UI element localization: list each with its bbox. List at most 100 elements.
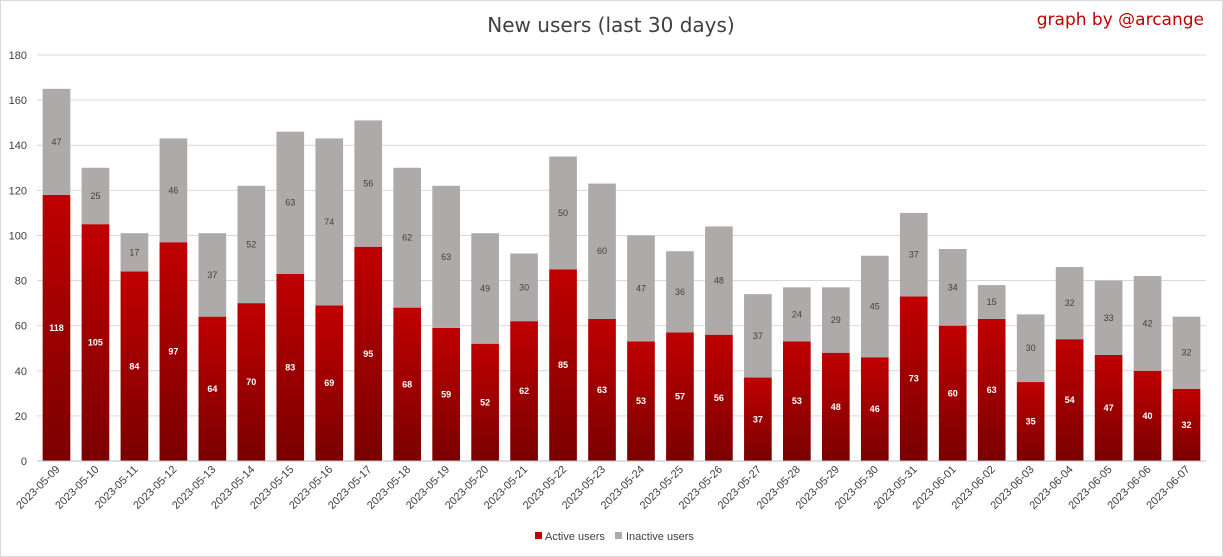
legend-swatch-active: [535, 532, 542, 539]
bar-active: [549, 269, 577, 461]
bar-active: [120, 271, 149, 461]
bar-inactive: [354, 120, 383, 247]
bar-active: [744, 377, 772, 461]
bar-active: [899, 296, 928, 461]
gridlines: [37, 54, 1206, 417]
data-label-active: 105: [88, 338, 103, 348]
data-label-inactive: 36: [675, 287, 685, 297]
data-labels: 118 47 105 25 84 17 97 46 64 37 70 52 83 63 69 74 95 56 68…: [49, 137, 1191, 430]
bar-inactive: [899, 212, 928, 297]
y-tick-label: 80: [15, 276, 27, 288]
y-tick-label: 160: [9, 95, 27, 107]
data-label-inactive: 45: [870, 301, 880, 311]
bar-inactive: [938, 248, 967, 326]
data-label-inactive: 63: [285, 198, 295, 208]
bar-inactive: [588, 183, 616, 319]
data-label-inactive: 47: [636, 283, 646, 293]
bar-inactive: [1133, 276, 1162, 371]
bar-inactive: [393, 167, 422, 308]
bar-active: [860, 357, 889, 461]
data-label-inactive: 42: [1143, 318, 1153, 328]
bar-active: [705, 334, 733, 461]
bar-inactive: [159, 138, 188, 243]
data-label-active: 59: [441, 389, 451, 399]
data-label-active: 57: [675, 392, 685, 402]
data-label-active: 62: [519, 386, 529, 396]
bar-active: [315, 305, 344, 461]
data-label-active: 73: [909, 374, 919, 384]
data-label-inactive: 37: [207, 270, 217, 280]
y-tick-label: 60: [15, 321, 27, 333]
bar-inactive: [821, 287, 850, 353]
data-label-active: 32: [1182, 420, 1192, 430]
bar-active: [1016, 382, 1045, 461]
data-label-active: 52: [480, 397, 490, 407]
bar-active: [938, 325, 967, 461]
data-label-inactive: 62: [402, 233, 412, 243]
y-tick-label: 120: [9, 185, 27, 197]
bar-inactive: [81, 167, 110, 225]
data-label-active: 63: [987, 385, 997, 395]
bar-inactive: [42, 88, 71, 195]
bar-inactive: [198, 233, 227, 317]
legend: Active users Inactive users: [535, 531, 694, 543]
bar-inactive: [1172, 316, 1201, 389]
bar-inactive: [977, 285, 1006, 319]
data-label-inactive: 37: [753, 331, 763, 341]
data-label-inactive: 34: [948, 282, 958, 292]
data-label-active: 56: [714, 393, 724, 403]
bar-active: [159, 242, 188, 461]
data-label-inactive: 25: [90, 191, 100, 201]
y-axis-ticks: 0 20 40 60 80 100 120 140 160 180: [9, 50, 27, 468]
bar-inactive: [120, 233, 149, 272]
data-label-inactive: 47: [51, 137, 61, 147]
legend-label-active: Active users: [545, 531, 605, 543]
bar-active: [977, 318, 1006, 461]
data-label-inactive: 15: [987, 297, 997, 307]
bar-active: [1094, 354, 1123, 461]
data-label-inactive: 32: [1065, 298, 1075, 308]
bar-active: [432, 327, 460, 461]
bar-active: [627, 341, 655, 461]
legend-swatch-inactive: [615, 532, 622, 539]
data-label-active: 83: [285, 362, 295, 372]
data-label-inactive: 50: [558, 208, 568, 218]
data-label-inactive: 52: [246, 239, 256, 249]
bar-inactive: [276, 131, 305, 274]
bar-active: [42, 194, 71, 461]
bar-inactive: [666, 251, 694, 333]
bar-active: [1133, 370, 1162, 461]
data-label-inactive: 46: [168, 185, 178, 195]
y-tick-label: 100: [9, 230, 27, 242]
data-label-inactive: 56: [363, 179, 373, 189]
y-tick-label: 20: [15, 411, 27, 423]
data-label-inactive: 30: [1026, 343, 1036, 353]
y-tick-label: 40: [15, 366, 27, 378]
bar-active: [393, 307, 422, 461]
data-label-active: 84: [129, 361, 139, 371]
data-label-inactive: 74: [324, 217, 334, 227]
bar-inactive: [549, 156, 577, 270]
data-label-active: 54: [1065, 395, 1075, 405]
data-label-inactive: 33: [1104, 313, 1114, 323]
data-label-inactive: 17: [129, 247, 139, 257]
data-label-active: 46: [870, 404, 880, 414]
bar-active: [276, 273, 305, 461]
bar-inactive: [1055, 267, 1084, 340]
data-label-active: 48: [831, 402, 841, 412]
data-label-inactive: 30: [519, 282, 529, 292]
data-label-inactive: 49: [480, 283, 490, 293]
bar-inactive: [237, 185, 266, 304]
y-tick-label: 0: [21, 456, 27, 468]
data-label-active: 60: [948, 388, 958, 398]
bar-active: [1055, 339, 1084, 461]
data-label-inactive: 32: [1182, 348, 1192, 358]
bar-inactive: [627, 235, 655, 342]
bar-active: [471, 343, 499, 461]
chart-credit: graph by @arcange: [1037, 10, 1204, 30]
bar-active: [198, 316, 227, 461]
y-tick-label: 140: [9, 140, 27, 152]
bar-inactive: [432, 185, 460, 328]
